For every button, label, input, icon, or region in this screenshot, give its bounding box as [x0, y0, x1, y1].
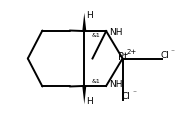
Polygon shape: [82, 13, 86, 31]
Text: ⁻: ⁻: [171, 47, 175, 56]
Text: &1: &1: [92, 79, 100, 84]
Text: Pt: Pt: [118, 52, 127, 62]
Text: 2+: 2+: [127, 49, 137, 55]
Text: NH: NH: [109, 80, 122, 89]
Text: H: H: [86, 97, 93, 106]
Text: ⁻: ⁻: [132, 88, 136, 97]
Text: Cl: Cl: [122, 92, 131, 101]
Text: &1: &1: [92, 33, 100, 38]
Polygon shape: [82, 86, 86, 104]
Text: NH: NH: [109, 28, 122, 37]
Text: H: H: [86, 11, 93, 20]
Text: Cl: Cl: [160, 51, 169, 60]
